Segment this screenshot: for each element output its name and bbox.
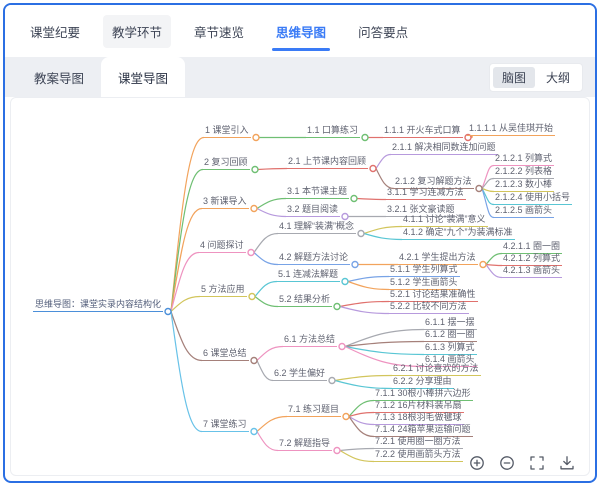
tab-qa-points[interactable]: 问答要点 [358,25,409,40]
mindmap-node-n2[interactable]: 2 复习回顾 [202,157,250,170]
zoom-out-icon [500,456,514,470]
mindmap-node-n111[interactable]: 1.1.1 开火车式口算 [382,125,463,138]
mindmap-node-n4213[interactable]: 4.2.1.3 画箭头 [501,265,563,278]
mindmap-node-n611[interactable]: 6.1.1 摆一摆 [423,317,477,330]
fullscreen-icon [530,456,544,470]
tab-class-minutes[interactable]: 课堂纪要 [30,25,81,40]
mindmap-node-n621[interactable]: 6.2.1 讨论喜欢的方法 [391,363,481,376]
mindmap-node-n21211[interactable]: 2.1.2.1 列算式 [493,153,555,166]
zoom-in-button[interactable] [469,455,485,471]
mindmap-node-n52[interactable]: 5.2 结果分析 [277,294,333,307]
mindmap-node-n41[interactable]: 4.1 理解“装满”概念 [277,221,357,234]
mindmap-panel [10,97,590,476]
mindmap-node-n511[interactable]: 5.1.1 学生列算式 [388,264,460,277]
mindmap-node-n722[interactable]: 7.2.2 使用画箭头方法 [373,449,463,462]
subtab-lesson-plan-map[interactable]: 教案导图 [33,71,84,86]
mindmap-node-n4212[interactable]: 4.2.1.2 列算式 [501,253,563,266]
tab-mindmap[interactable]: 思维导图 [267,15,335,51]
mindmap-node-n712[interactable]: 7.1.2 16片材料装吊扇 [373,400,464,413]
subtab-classroom-map[interactable]: 课堂导图 [101,57,185,97]
lesson-record-panel: 课堂纪要 教学环节 章节速览 思维导图 问答要点 教案导图 课堂导图 脑图 大纲 思维导图：… [3,3,597,483]
mindmap-node-n612[interactable]: 6.1.2 圈一圈 [423,329,477,342]
mindmap-node-n211[interactable]: 2.1.1 解决相同数连加问题 [390,142,498,155]
mindmap-node-n7[interactable]: 7 课堂练习 [201,419,249,432]
mindmap-node-n521[interactable]: 5.2.1 讨论结果准确性 [388,289,478,302]
mindmap-node-n72[interactable]: 7.2 解题指导 [277,438,333,451]
tab-chapter-overview[interactable]: 章节速览 [194,25,245,40]
view-toggle: 脑图 大纲 [488,63,583,92]
mindmap-node-n42[interactable]: 4.2 解题方法讨论 [277,252,351,265]
mindmap-node-n614[interactable]: 6.1.4 画箭头 [423,354,477,367]
mindmap-toolbar [469,455,575,471]
toggle-outline[interactable]: 大纲 [545,71,570,85]
mindmap-node-n1111[interactable]: 1.1.1.1 从吴佳琪开始 [467,123,556,136]
mindmap-node-n421[interactable]: 4.2.1 学生提出方法 [397,252,478,265]
download-button[interactable] [559,455,575,471]
mindmap-node-n62[interactable]: 6.2 学生偏好 [272,368,328,381]
mindmap-node-n711[interactable]: 7.1.1 30根小棒拼六边形 [373,388,473,401]
zoom-in-icon [470,456,484,470]
mindmap-node-n613[interactable]: 6.1.3 列算式 [423,342,477,355]
download-icon [560,456,574,470]
mindmap-node-n721[interactable]: 7.2.1 使用圈一圈方法 [373,436,463,449]
mindmap-node-n212[interactable]: 2.1.2 复习解题方法 [393,176,474,189]
mindmap-node-n31[interactable]: 3.1 本节课主题 [285,186,350,199]
mindmap-node-n412[interactable]: 4.1.2 确定“九个”为装满标准 [401,227,515,240]
subtab-bar: 教案导图 课堂导图 [17,57,185,97]
mindmap-node-n21[interactable]: 2.1 上节课内容回顾 [286,156,369,169]
mindmap-node-n6[interactable]: 6 课堂总结 [201,348,249,361]
mindmap-node-n622[interactable]: 6.2.2 分享理由 [391,376,454,389]
mindmap-node-n3[interactable]: 3 新课导入 [201,196,249,209]
mindmap-node-n522[interactable]: 5.2.2 比较不同方法 [388,301,469,314]
mindmap-node-n21214[interactable]: 2.1.2.4 使用小括号 [493,192,573,205]
mindmap-node-n411[interactable]: 4.1.1 讨论“装满”意义 [401,214,488,227]
mindmap-node-n32[interactable]: 3.2 题目阅读 [285,204,341,217]
mindmap-node-n71[interactable]: 7.1 练习题目 [286,404,342,417]
zoom-out-button[interactable] [499,455,515,471]
mindmap-node-n21212[interactable]: 2.1.2.2 列表格 [493,166,555,179]
tab-teaching-steps[interactable]: 教学环节 [103,14,172,48]
mindmap-node-n311[interactable]: 3.1.1 学习连减方法 [385,187,466,200]
mindmap-node-n1[interactable]: 1 课堂引入 [203,125,251,138]
mindmap-node-n713[interactable]: 7.1.3 18根羽毛做毽球 [373,412,464,425]
mindmap-node-n21215[interactable]: 2.1.2.5 画箭头 [493,205,555,218]
mindmap-node-n21213[interactable]: 2.1.2.3 数小棒 [493,179,555,192]
toggle-brain-map[interactable]: 脑图 [492,67,535,88]
mindmap-node-n11[interactable]: 1.1 口算练习 [305,125,361,138]
mindmap-node-n321[interactable]: 3.2.1 张文豪读题 [385,204,457,217]
mindmap-node-root[interactable]: 思维导图：课堂实录内容结构化 [33,299,164,312]
top-tab-bar: 课堂纪要 教学环节 章节速览 思维导图 问答要点 [5,5,595,57]
mindmap-node-n4211[interactable]: 4.2.1.1 圈一圈 [501,241,563,254]
mindmap-node-n61[interactable]: 6.1 方法总结 [282,334,338,347]
fullscreen-button[interactable] [529,455,545,471]
mindmap-node-n4[interactable]: 4 问题探讨 [198,240,246,253]
mindmap-node-n51[interactable]: 5.1 连减法解题 [276,269,341,282]
mindmap-node-n512[interactable]: 5.1.2 学生画箭头 [388,277,460,290]
mindmap-node-n714[interactable]: 7.1.4 24箱苹果运输问题 [373,424,473,437]
mindmap-node-n5[interactable]: 5 方法应用 [199,284,247,297]
